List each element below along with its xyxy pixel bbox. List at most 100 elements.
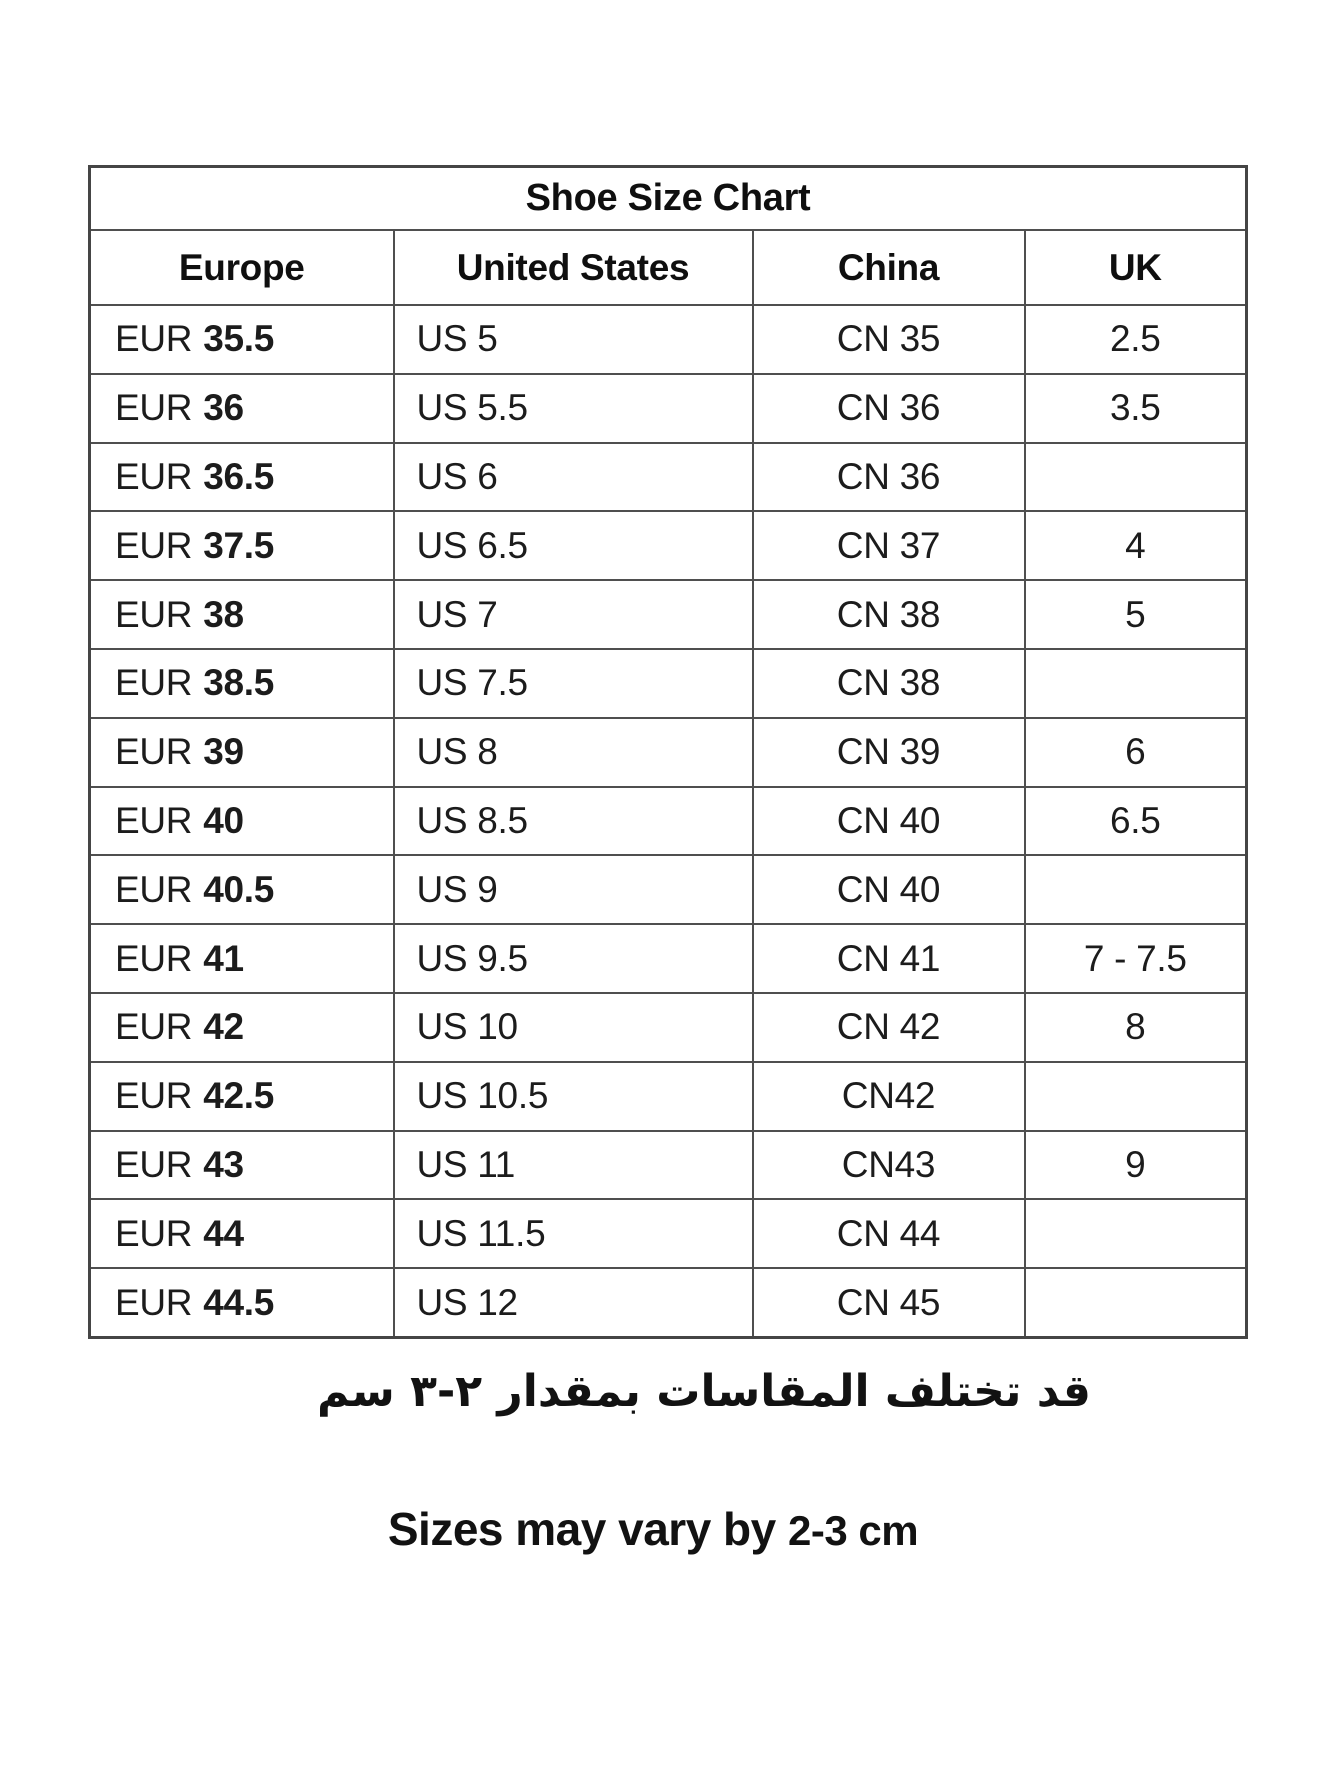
eur-number: 42.5 [203, 1075, 275, 1117]
table-row: EUR 40 US 8.5 CN 40 6.5 [88, 785, 1248, 857]
us-cell: US 7 [392, 579, 754, 650]
eur-cell: EUR 42 [88, 991, 395, 1063]
eur-number: 42 [203, 1006, 244, 1048]
table-row: EUR 36.5 US 6 CN 36 [88, 441, 1248, 513]
eur-cell: EUR 35.5 [88, 304, 395, 375]
eur-number: 36 [203, 387, 244, 429]
eur-cell: EUR 43 [88, 1129, 395, 1201]
eur-cell: EUR 39 [88, 716, 395, 788]
us-cell: US 8.5 [392, 785, 754, 857]
english-size-note-text: Sizes may vary by [387, 1503, 789, 1555]
eur-cell: EUR 44 [88, 1198, 395, 1270]
eur-number: 44 [203, 1212, 244, 1254]
us-cell: US 12 [392, 1267, 754, 1339]
cn-cell: CN 37 [751, 510, 1026, 582]
cn-cell: CN 36 [751, 372, 1026, 444]
eur-number: 40 [203, 799, 244, 841]
english-size-note: Sizes may vary by 2-3 cm [0, 1502, 1340, 1557]
eur-cell: EUR 44.5 [88, 1267, 395, 1339]
uk-cell [1023, 1060, 1248, 1132]
uk-cell: 2.5 [1023, 304, 1248, 375]
eur-prefix: EUR [115, 318, 193, 360]
cn-cell: CN 35 [751, 304, 1026, 375]
uk-cell: 6 [1023, 716, 1248, 788]
table-row: EUR 41 US 9.5 CN 41 7 - 7.5 [88, 923, 1248, 994]
cn-cell: CN 40 [751, 854, 1026, 926]
us-cell: US 10.5 [392, 1060, 754, 1132]
eur-cell: EUR 38.5 [88, 647, 395, 719]
us-cell: US 9.5 [392, 923, 754, 994]
us-cell: US 6 [392, 441, 754, 513]
eur-number: 35.5 [203, 318, 275, 360]
table-row: EUR 37.5 US 6.5 CN 37 4 [88, 510, 1248, 582]
header-row: Europe United States China UK [88, 229, 1248, 306]
uk-cell: 5 [1023, 579, 1248, 650]
cn-cell: CN 45 [751, 1267, 1026, 1339]
cn-cell: CN 36 [751, 441, 1026, 513]
eur-number: 40.5 [203, 868, 275, 910]
us-cell: US 5 [392, 304, 754, 375]
uk-cell: 3.5 [1023, 372, 1248, 444]
cn-cell: CN42 [751, 1060, 1026, 1132]
eur-number: 37.5 [203, 524, 275, 566]
uk-cell: 8 [1023, 991, 1248, 1063]
table-row: EUR 38 US 7 CN 38 5 [88, 579, 1248, 650]
table-row: EUR 42 US 10 CN 42 8 [88, 991, 1248, 1063]
eur-cell: EUR 41 [88, 923, 395, 994]
eur-prefix: EUR [115, 1281, 193, 1323]
eur-number: 43 [203, 1143, 244, 1185]
eur-number: 39 [203, 731, 244, 773]
eur-cell: EUR 36 [88, 372, 395, 444]
eur-cell: EUR 36.5 [88, 441, 395, 513]
table-row: EUR 42.5 US 10.5 CN42 [88, 1060, 1248, 1132]
table-row: EUR 38.5 US 7.5 CN 38 [88, 647, 1248, 719]
eur-number: 38.5 [203, 662, 275, 704]
cn-cell: CN 39 [751, 716, 1026, 788]
cn-cell: CN 42 [751, 991, 1026, 1063]
cn-cell: CN 38 [751, 579, 1026, 650]
eur-prefix: EUR [115, 731, 193, 773]
eur-prefix: EUR [115, 1075, 193, 1117]
us-cell: US 9 [392, 854, 754, 926]
uk-cell [1023, 647, 1248, 719]
eur-prefix: EUR [115, 524, 193, 566]
eur-number: 36.5 [203, 455, 275, 497]
table-row: EUR 44.5 US 12 CN 45 [88, 1267, 1248, 1339]
eur-prefix: EUR [115, 937, 193, 979]
us-cell: US 6.5 [392, 510, 754, 582]
column-header-europe: Europe [88, 229, 395, 306]
cn-cell: CN43 [751, 1129, 1026, 1201]
uk-cell: 6.5 [1023, 785, 1248, 857]
eur-prefix: EUR [115, 1212, 193, 1254]
eur-prefix: EUR [115, 455, 193, 497]
eur-prefix: EUR [115, 868, 193, 910]
table-body: EUR 35.5 US 5 CN 35 2.5 EUR 36 US 5.5 CN 3… [88, 304, 1248, 1339]
eur-prefix: EUR [115, 593, 193, 635]
eur-cell: EUR 40 [88, 785, 395, 857]
column-header-china: China [751, 229, 1026, 306]
us-cell: US 7.5 [392, 647, 754, 719]
uk-cell [1023, 854, 1248, 926]
table-row: EUR 35.5 US 5 CN 35 2.5 [88, 304, 1248, 375]
cn-cell: CN 41 [751, 923, 1026, 994]
title-row: Shoe Size Chart [88, 165, 1248, 231]
table-title: Shoe Size Chart [88, 165, 1248, 231]
eur-cell: EUR 40.5 [88, 854, 395, 926]
uk-cell [1023, 441, 1248, 513]
eur-prefix: EUR [115, 1006, 193, 1048]
eur-prefix: EUR [115, 799, 193, 841]
us-cell: US 8 [392, 716, 754, 788]
eur-cell: EUR 42.5 [88, 1060, 395, 1132]
cn-cell: CN 44 [751, 1198, 1026, 1270]
arabic-size-note: قد تختلف المقاسات بمقدار ٢-٣ سم [317, 1366, 1091, 1417]
uk-cell [1023, 1198, 1248, 1270]
uk-cell: 4 [1023, 510, 1248, 582]
table-row: EUR 39 US 8 CN 39 6 [88, 716, 1248, 788]
us-cell: US 10 [392, 991, 754, 1063]
column-header-united-states: United States [392, 229, 754, 306]
table-row: EUR 43 US 11 CN43 9 [88, 1129, 1248, 1201]
uk-cell: 9 [1023, 1129, 1248, 1201]
eur-prefix: EUR [115, 662, 193, 704]
eur-number: 44.5 [203, 1281, 275, 1323]
english-size-note-value: 2-3 cm [788, 1507, 919, 1554]
